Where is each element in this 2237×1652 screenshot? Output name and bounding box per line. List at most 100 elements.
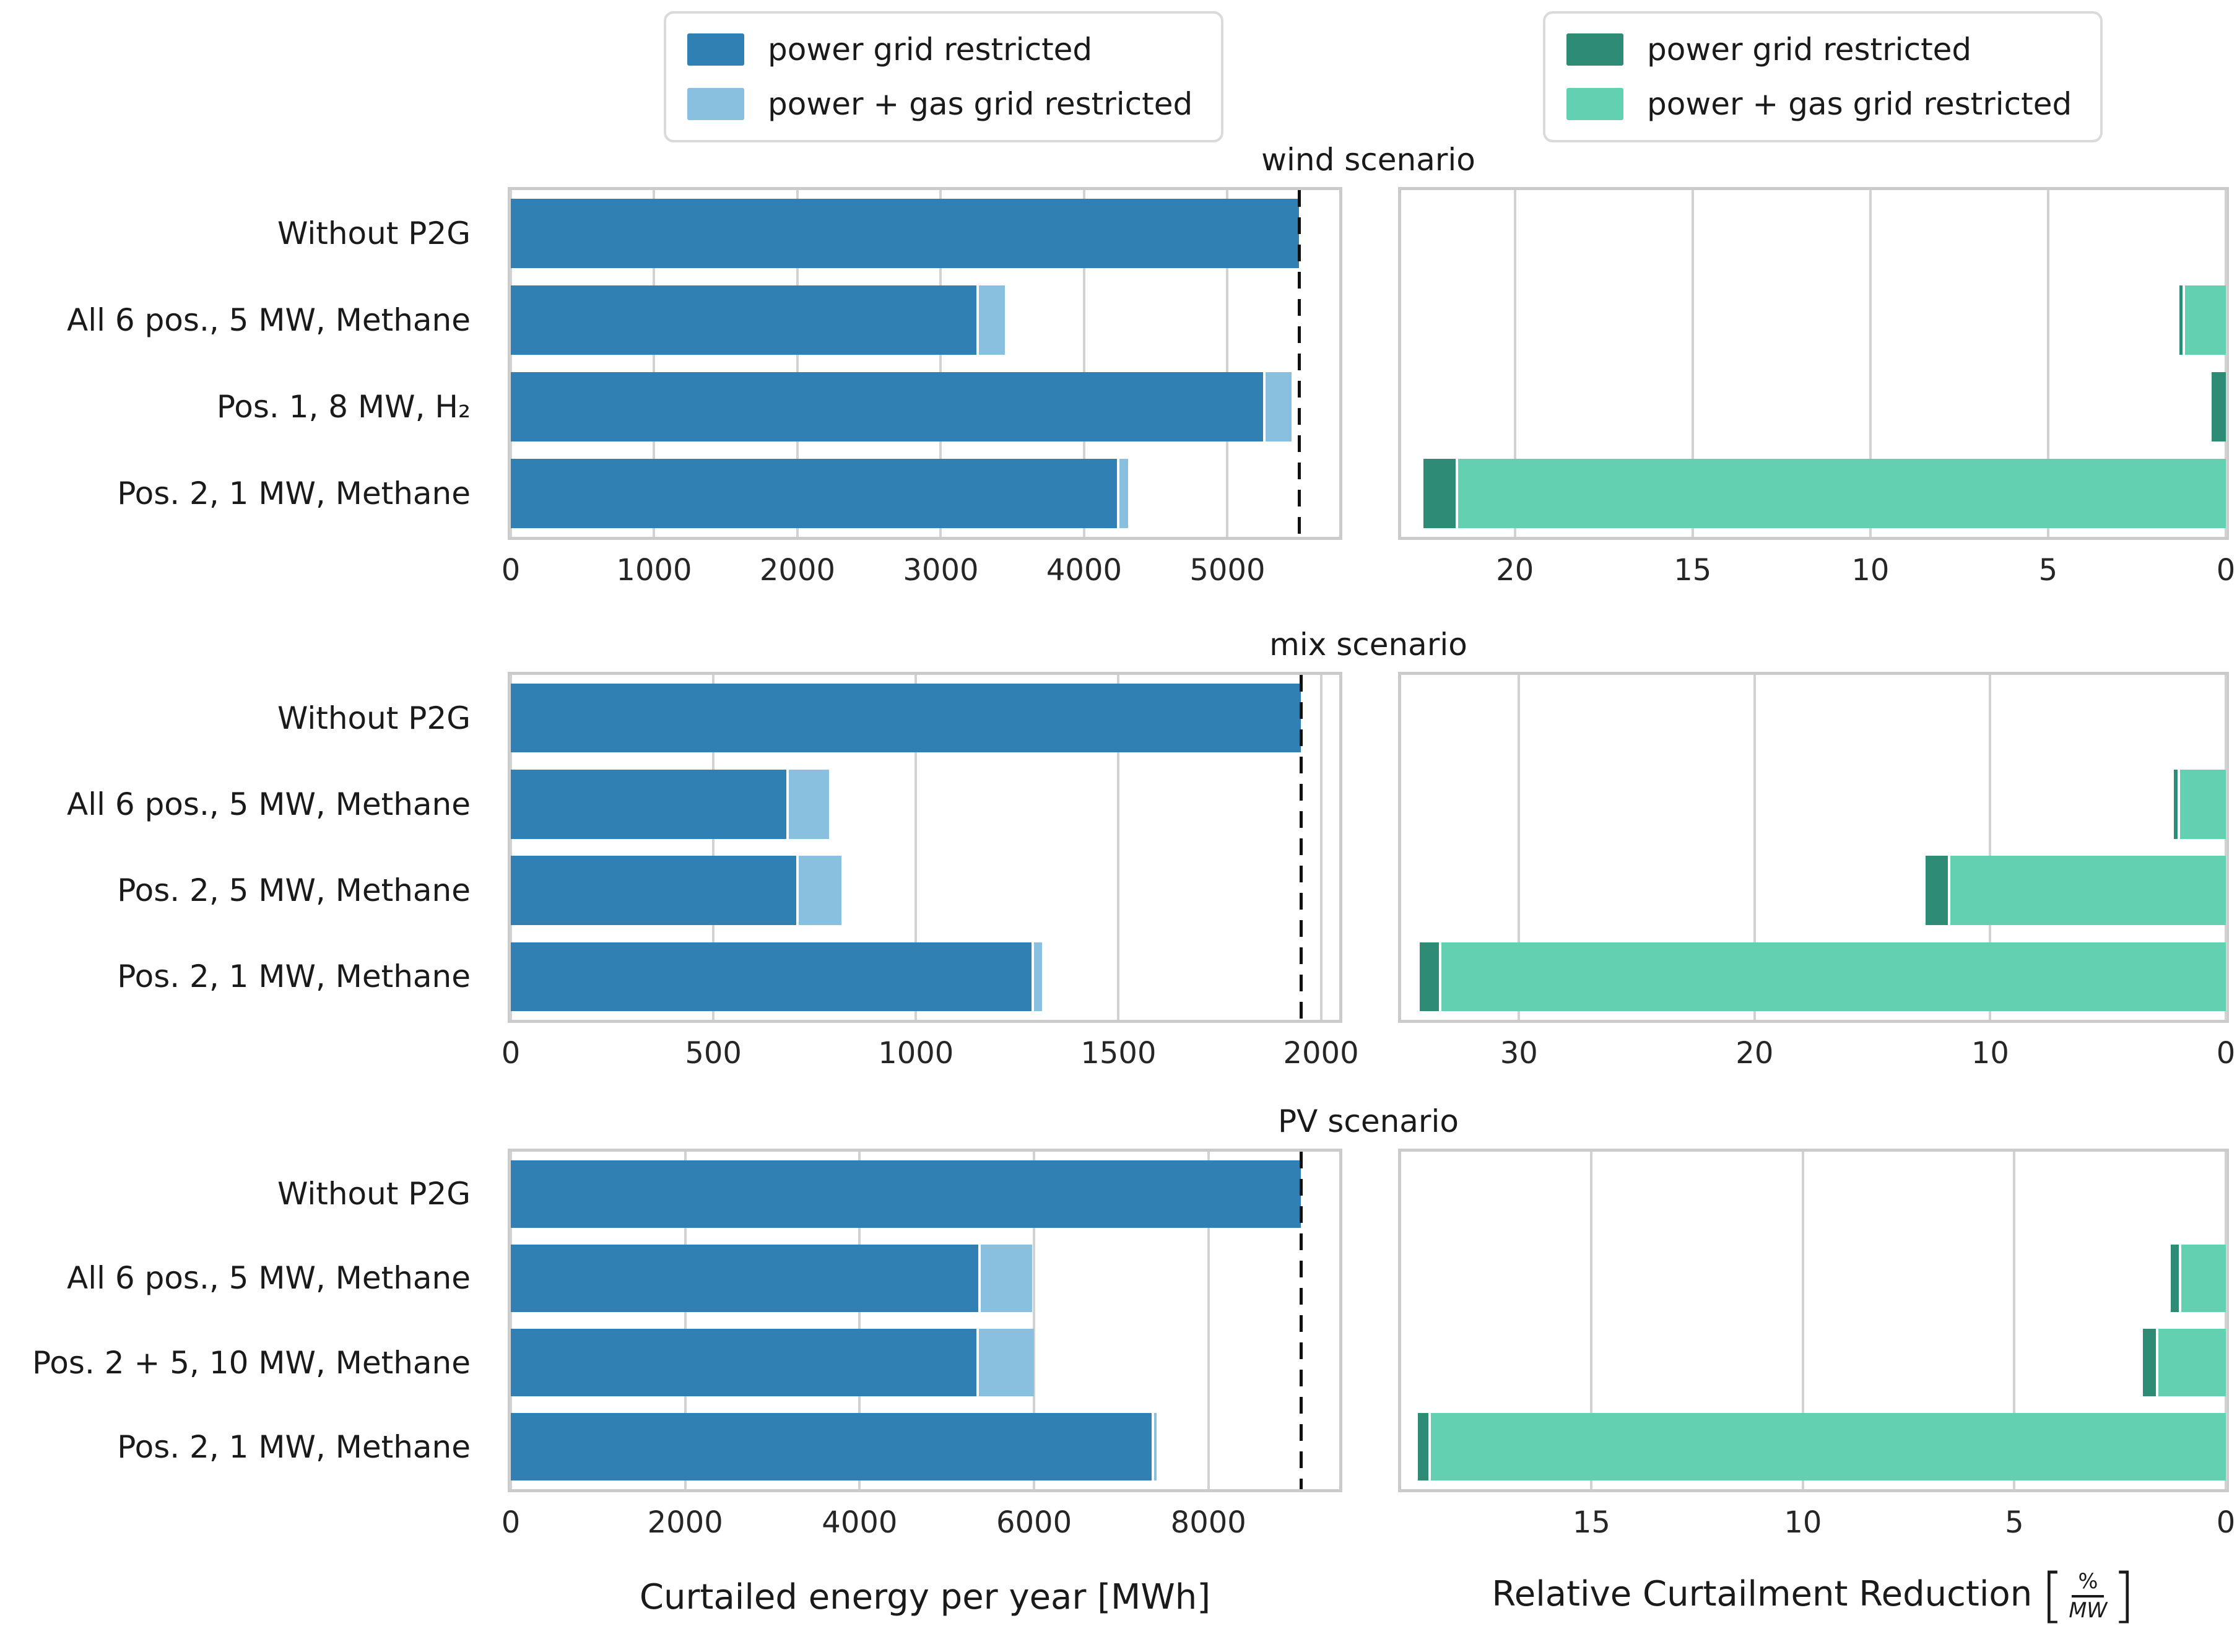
row-label: Pos. 1, 8 MW, H₂ (216, 389, 471, 425)
bar-segment (796, 856, 841, 925)
bar-segment (511, 770, 786, 839)
row-label: Pos. 2, 1 MW, Methane (117, 1428, 471, 1465)
bar-segment (2179, 770, 2226, 839)
bar-segment (511, 285, 977, 355)
row-label: All 6 pos., 5 MW, Methane (66, 786, 471, 822)
gridline (2225, 1152, 2227, 1489)
x-axis-label-right-text: Relative Curtailment Reduction (1492, 1573, 2033, 1614)
legend-item: power + gas grid restricted (687, 87, 1192, 121)
row-label: Without P2G (277, 215, 471, 251)
gridline (1989, 675, 1992, 1020)
axes-mix-right (1398, 672, 2229, 1023)
gridline (1033, 1152, 1036, 1489)
legend-item: power grid restricted (1566, 32, 2072, 67)
row-label: Pos. 2 + 5, 10 MW, Methane (32, 1344, 471, 1381)
legend-swatch (1566, 88, 1623, 120)
tick-label: 15 (1572, 1505, 1610, 1540)
tick-label: 500 (685, 1036, 742, 1071)
row-label: Without P2G (277, 1176, 471, 1212)
bar-segment (2170, 1244, 2182, 1312)
bar-segment (2143, 1329, 2158, 1397)
bar-segment (1152, 1413, 1157, 1481)
tick-label: 10 (1971, 1036, 2009, 1071)
tick-label: 2000 (759, 553, 836, 588)
row-label: Pos. 2, 5 MW, Methane (117, 872, 471, 909)
gridline (858, 1152, 861, 1489)
bar-segment (2158, 1329, 2226, 1397)
tick-label: 0 (2216, 553, 2236, 588)
bar-segment (978, 1244, 1032, 1312)
gridline (914, 675, 918, 1020)
tick-label: 30 (1500, 1036, 1538, 1071)
row-label: All 6 pos., 5 MW, Methane (66, 302, 471, 338)
legend-label: power + gas grid restricted (1647, 86, 2072, 122)
bar-segment (2174, 770, 2180, 839)
gridline (1319, 675, 1323, 1020)
bar-segment (511, 1160, 1301, 1228)
gridline (510, 190, 512, 537)
gridline (1226, 190, 1229, 537)
tick-label: 0 (501, 1036, 521, 1071)
tick-label: 4000 (822, 1505, 898, 1540)
legend-item: power + gas grid restricted (1566, 87, 2072, 121)
axes-PV-right (1398, 1149, 2229, 1492)
bar-segment (1457, 459, 2226, 528)
bar-segment (511, 683, 1301, 753)
bar-segment (511, 199, 1300, 268)
bar-segment (511, 1329, 977, 1397)
legend-swatch (687, 88, 744, 120)
bar-segment (511, 459, 1118, 528)
plot-title: mix scenario (1269, 627, 1467, 663)
gridline (510, 675, 512, 1020)
tick-label: 5000 (1189, 553, 1266, 588)
gridline (796, 190, 799, 537)
axes-wind-right (1398, 187, 2229, 540)
bar-segment (2181, 1244, 2226, 1312)
legend-swatch (1566, 33, 1623, 66)
tick-label: 5 (2005, 1505, 2024, 1540)
x-axis-label-left: Curtailed energy per year [MWh] (639, 1577, 1211, 1617)
tick-label: 0 (501, 1505, 521, 1540)
bar-segment (511, 372, 1264, 441)
bar-segment (2212, 372, 2226, 441)
tick-label: 1000 (878, 1036, 954, 1071)
bar-segment (1430, 1413, 2226, 1481)
gridline (2046, 190, 2049, 537)
legend-label: power grid restricted (1647, 32, 1972, 67)
gridline (1801, 1152, 1804, 1489)
x-axis-label-right: Relative Curtailment Reduction[% MW] (1398, 1562, 2229, 1630)
gridline (2225, 190, 2227, 537)
tick-label: 2000 (647, 1505, 723, 1540)
gridline (939, 190, 942, 537)
dashed-reference-line (1299, 675, 1303, 1020)
bar-segment (2179, 285, 2185, 355)
xlabel-fraction: [% MW] (2041, 1562, 2135, 1630)
gridline (712, 675, 715, 1020)
gridline (2225, 675, 2227, 1020)
tick-label: 4000 (1046, 553, 1123, 588)
bar-segment (1420, 942, 1441, 1012)
bar-segment (511, 942, 1032, 1012)
axes-PV-left (508, 1149, 1342, 1492)
tick-label: 6000 (996, 1505, 1072, 1540)
gridline (1753, 675, 1756, 1020)
bar-segment (1423, 459, 1458, 528)
tick-label: 0 (2216, 1036, 2236, 1071)
row-label: Pos. 2, 1 MW, Methane (117, 476, 471, 511)
gridline (1869, 190, 1872, 537)
fraction-numerator: % (2072, 1570, 2105, 1598)
tick-label: 1000 (616, 553, 692, 588)
gridline (1207, 1152, 1210, 1489)
row-label: Without P2G (277, 700, 471, 736)
bar-segment (1950, 856, 2226, 925)
tick-label: 0 (501, 553, 521, 588)
bar-segment (1031, 942, 1042, 1012)
fraction-open-bracket: [ (2041, 1562, 2064, 1630)
legend-left: power grid restricted power + gas grid re… (664, 11, 1224, 142)
gridline (2013, 1152, 2016, 1489)
legend-label: power grid restricted (768, 32, 1093, 67)
tick-label: 0 (2216, 1505, 2236, 1540)
bar-segment (786, 770, 830, 839)
tick-label: 2000 (1283, 1036, 1359, 1071)
bar-segment (976, 1329, 1034, 1397)
